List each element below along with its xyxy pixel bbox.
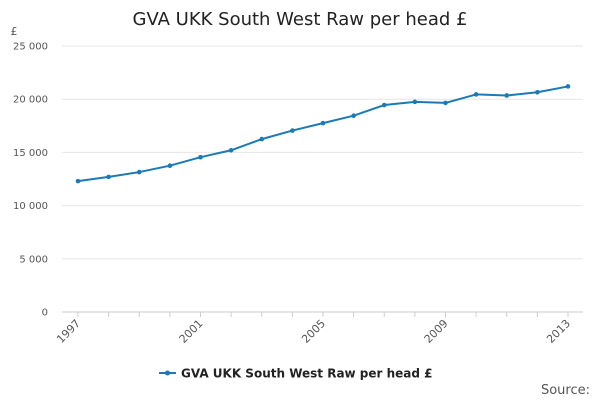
data-point[interactable] xyxy=(75,178,81,184)
y-tick-label: 15 000 xyxy=(13,148,48,159)
x-tick-label: 1997 xyxy=(54,317,83,346)
data-point[interactable] xyxy=(473,92,479,97)
data-point[interactable] xyxy=(504,93,510,98)
data-point[interactable] xyxy=(535,89,540,95)
x-tick-label: 2013 xyxy=(544,317,573,346)
series-line xyxy=(77,85,569,183)
x-tick-label: 2005 xyxy=(299,317,328,346)
x-tick-label: 2001 xyxy=(177,317,206,346)
data-point[interactable] xyxy=(290,128,295,133)
data-point[interactable] xyxy=(228,147,234,153)
source-label: Source: xyxy=(541,383,590,398)
y-tick-label: 5 000 xyxy=(19,254,48,265)
data-point[interactable] xyxy=(198,154,203,160)
x-axis-ticks: 1997 2001 2005 2009 2013 xyxy=(54,312,573,346)
y-axis-unit-label: £ xyxy=(11,25,18,38)
data-point[interactable] xyxy=(351,113,356,118)
data-point[interactable] xyxy=(106,174,111,180)
data-point[interactable] xyxy=(259,136,265,142)
y-tick-label: 0 xyxy=(42,308,48,319)
legend-label: GVA UKK South West Raw per head £ xyxy=(181,367,433,381)
series-group xyxy=(75,84,571,184)
data-point[interactable] xyxy=(136,169,142,175)
legend[interactable]: GVA UKK South West Raw per head £ xyxy=(159,367,433,381)
data-point[interactable] xyxy=(167,163,173,168)
y-tick-label: 25 000 xyxy=(13,42,48,53)
y-tick-label: 20 000 xyxy=(13,95,48,106)
data-point[interactable] xyxy=(381,102,387,108)
data-point[interactable] xyxy=(412,99,418,105)
y-gridlines xyxy=(62,45,583,260)
data-point[interactable] xyxy=(443,100,448,106)
x-tick-label: 2009 xyxy=(422,317,451,346)
legend-swatch-marker xyxy=(165,370,170,376)
data-point[interactable] xyxy=(565,84,571,89)
y-axis-ticks: 0 5 000 10 000 15 000 20 000 25 000 xyxy=(13,42,48,319)
chart-title: GVA UKK South West Raw per head £ xyxy=(133,9,468,30)
y-tick-label: 10 000 xyxy=(13,201,48,212)
data-point[interactable] xyxy=(320,120,326,126)
